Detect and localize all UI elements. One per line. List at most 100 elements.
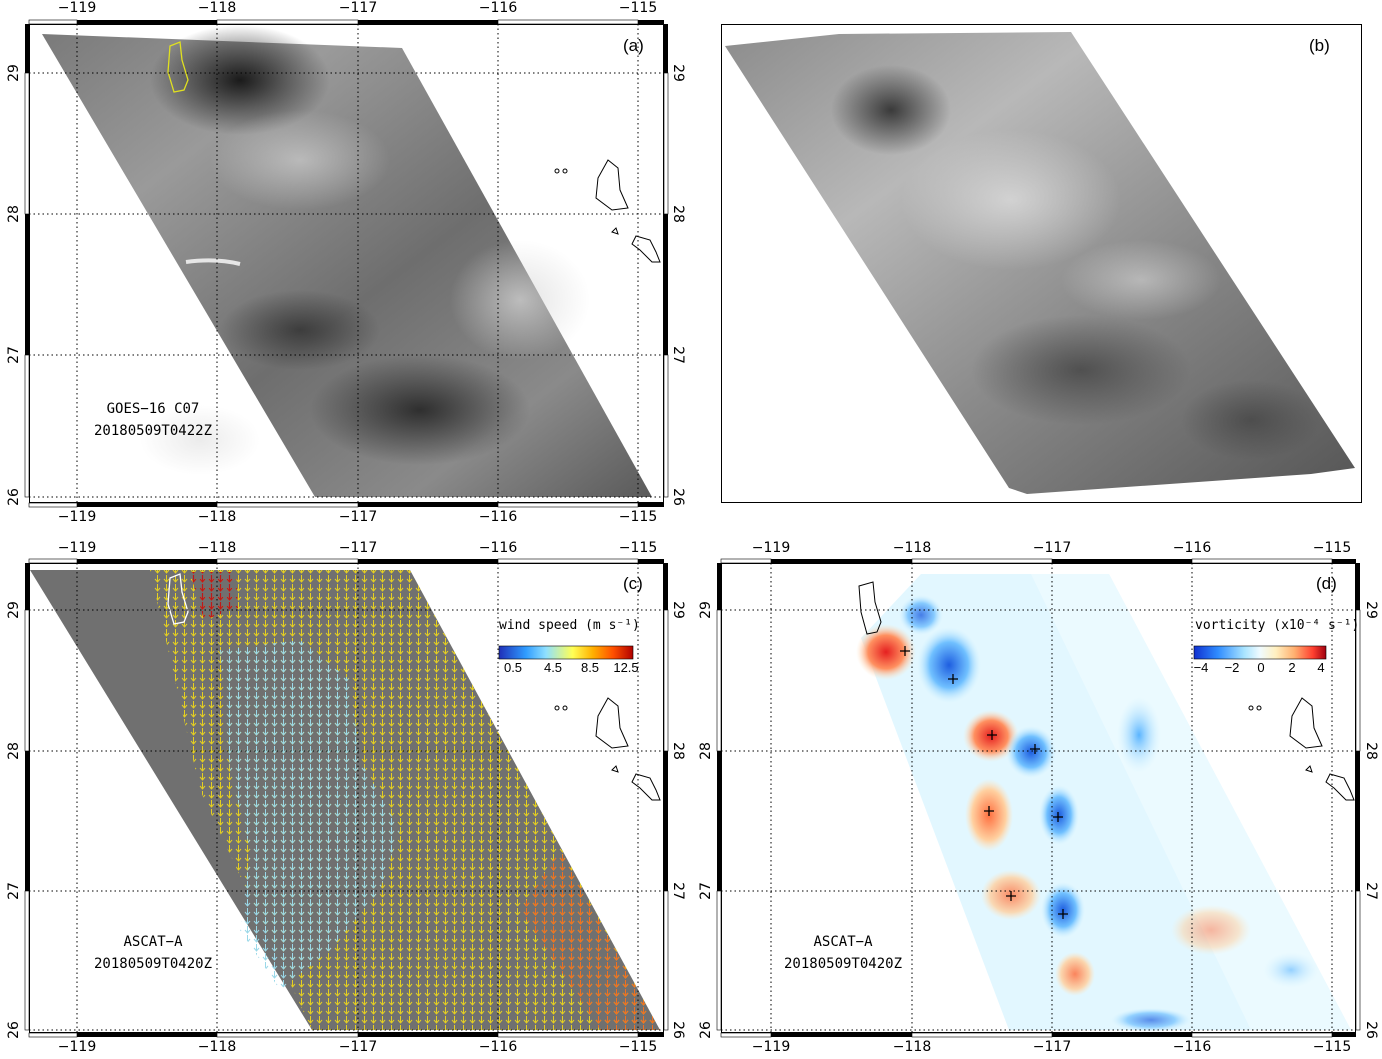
panel-letter-a: (a) xyxy=(623,36,644,55)
lon-tick-top-4: −116 xyxy=(478,540,518,556)
panel-a: −119 −118 −117 −116 −115 −119 −118 −117 … xyxy=(0,0,691,530)
coastline xyxy=(554,159,661,263)
lon-tick-top-3: −117 xyxy=(338,540,378,556)
lon-tick-top-1: −119 xyxy=(57,540,97,556)
lat-tick-left-29: 29 xyxy=(698,601,714,619)
panel-a-timestamp: 20180509T0422Z xyxy=(93,423,213,439)
vorticity-tick-5: 4 xyxy=(1317,660,1325,675)
vorticity-tick-4: 2 xyxy=(1288,660,1296,675)
lon-tick-top-1: −119 xyxy=(57,0,97,16)
lon-tick-top-2: −118 xyxy=(197,540,237,556)
panel-c-map xyxy=(24,558,669,1038)
wind-vectors-red xyxy=(190,572,238,620)
wind-vectors-orange xyxy=(520,850,660,1030)
lon-tick-bottom-2: −118 xyxy=(197,509,237,525)
lat-tick-left-29: 29 xyxy=(6,64,22,82)
lon-tick-top-5: −115 xyxy=(1312,540,1352,556)
lon-tick-bottom-3: −117 xyxy=(338,1039,378,1055)
panel-c-annotation: ASCAT−A 20180509T0420Z xyxy=(94,931,212,975)
lat-tick-left-28: 28 xyxy=(698,742,714,760)
wind-speed-tick-1: 0.5 xyxy=(503,660,523,675)
lat-tick-right-27: 27 xyxy=(1363,882,1379,900)
lat-tick-right-27: 27 xyxy=(670,882,686,900)
lat-tick-left-27: 27 xyxy=(698,882,714,900)
panel-letter-d: (d) xyxy=(1316,574,1337,593)
border-scale-bars xyxy=(716,558,1361,1038)
vorticity-tick-3: 0 xyxy=(1257,660,1265,675)
panel-letter-b: (b) xyxy=(1309,36,1330,55)
vorticity-colorbar-title: vorticity (x10⁻⁴ s⁻¹) xyxy=(1195,618,1360,633)
grid-lines xyxy=(721,563,1356,1033)
border-scale-bars xyxy=(24,558,669,1038)
panel-b-relief-image xyxy=(725,32,1355,494)
lon-tick-bottom-3: −117 xyxy=(1032,1039,1072,1055)
panel-a-map xyxy=(24,19,669,508)
lat-tick-right-28: 28 xyxy=(670,742,686,760)
wind-speed-colorbar xyxy=(498,645,634,660)
panel-b: (b) xyxy=(691,0,1382,530)
lon-tick-top-4: −116 xyxy=(478,0,518,16)
lon-tick-bottom-1: −119 xyxy=(57,1039,97,1055)
lon-tick-top-2: −118 xyxy=(892,540,932,556)
coastline xyxy=(858,581,1355,801)
lon-tick-top-2: −118 xyxy=(197,0,237,16)
island-contour-yellow xyxy=(167,41,189,93)
lat-tick-left-28: 28 xyxy=(6,205,22,223)
lon-tick-bottom-4: −116 xyxy=(1172,1039,1212,1055)
lon-tick-top-5: −115 xyxy=(618,540,658,556)
lat-tick-left-27: 27 xyxy=(6,882,22,900)
lon-tick-bottom-2: −118 xyxy=(197,1039,237,1055)
lon-tick-top-3: −117 xyxy=(338,0,378,16)
panel-d-map xyxy=(716,558,1361,1038)
lat-tick-right-27: 27 xyxy=(670,346,686,364)
panel-c-timestamp: 20180509T0420Z xyxy=(93,956,213,972)
lat-tick-right-28: 28 xyxy=(1363,742,1379,760)
lat-tick-right-29: 29 xyxy=(1363,601,1379,619)
panel-d: −119 −118 −117 −116 −115 −119 −118 −117 … xyxy=(691,530,1382,1059)
vorticity-colorbar xyxy=(1193,645,1327,660)
panel-a-annotation: GOES−16 C07 20180509T0422Z xyxy=(94,398,212,442)
lat-tick-right-29: 29 xyxy=(670,64,686,82)
vorticity-neutral-band xyxy=(1031,574,1351,1030)
lat-tick-right-26: 26 xyxy=(670,488,686,506)
island-contour-white xyxy=(167,573,189,625)
panel-d-satellite-label: ASCAT−A xyxy=(813,934,873,950)
vorticity-tick-2: −2 xyxy=(1224,660,1240,675)
border-scale-bars xyxy=(24,19,669,508)
panel-d-annotation: ASCAT−A 20180509T0420Z xyxy=(784,931,902,975)
lat-tick-right-29: 29 xyxy=(670,601,686,619)
lat-tick-left-26: 26 xyxy=(6,1021,22,1039)
lon-tick-bottom-5: −115 xyxy=(1312,1039,1352,1055)
wind-speed-colorbar-title: wind speed (m s⁻¹) xyxy=(499,618,640,633)
lon-tick-top-4: −116 xyxy=(1172,540,1212,556)
panel-c: −119 −118 −117 −116 −115 −119 −118 −117 … xyxy=(0,530,691,1059)
panel-letter-c: (c) xyxy=(623,574,643,593)
lon-tick-top-1: −119 xyxy=(751,540,791,556)
lat-tick-right-28: 28 xyxy=(670,205,686,223)
wind-speed-tick-2: 4.5 xyxy=(543,660,563,675)
lat-tick-left-29: 29 xyxy=(6,601,22,619)
lon-tick-top-5: −115 xyxy=(618,0,658,16)
lon-tick-bottom-4: −116 xyxy=(478,509,518,525)
lon-tick-bottom-3: −117 xyxy=(338,509,378,525)
grid-lines xyxy=(29,24,664,503)
vorticity-center-markers xyxy=(900,646,1068,919)
lat-tick-left-26: 26 xyxy=(698,1021,714,1039)
panel-d-timestamp: 20180509T0420Z xyxy=(783,956,903,972)
lon-tick-top-3: −117 xyxy=(1032,540,1072,556)
lon-tick-bottom-2: −118 xyxy=(892,1039,932,1055)
panel-a-satellite-label: GOES−16 C07 xyxy=(106,401,200,417)
grid-lines xyxy=(29,563,664,1033)
lon-tick-bottom-5: −115 xyxy=(618,509,658,525)
lon-tick-bottom-5: −115 xyxy=(618,1039,658,1055)
lon-tick-bottom-1: −119 xyxy=(57,509,97,525)
vorticity-tick-1: −4 xyxy=(1193,660,1209,675)
wind-speed-tick-3: 8.5 xyxy=(580,660,600,675)
lat-tick-left-27: 27 xyxy=(6,346,22,364)
lat-tick-left-28: 28 xyxy=(6,742,22,760)
lat-tick-left-26: 26 xyxy=(6,488,22,506)
lon-tick-bottom-1: −119 xyxy=(751,1039,791,1055)
wind-speed-tick-4: 12.5 xyxy=(613,660,639,675)
wind-vectors-light-blue xyxy=(220,640,400,990)
lat-tick-right-26: 26 xyxy=(1363,1021,1379,1039)
